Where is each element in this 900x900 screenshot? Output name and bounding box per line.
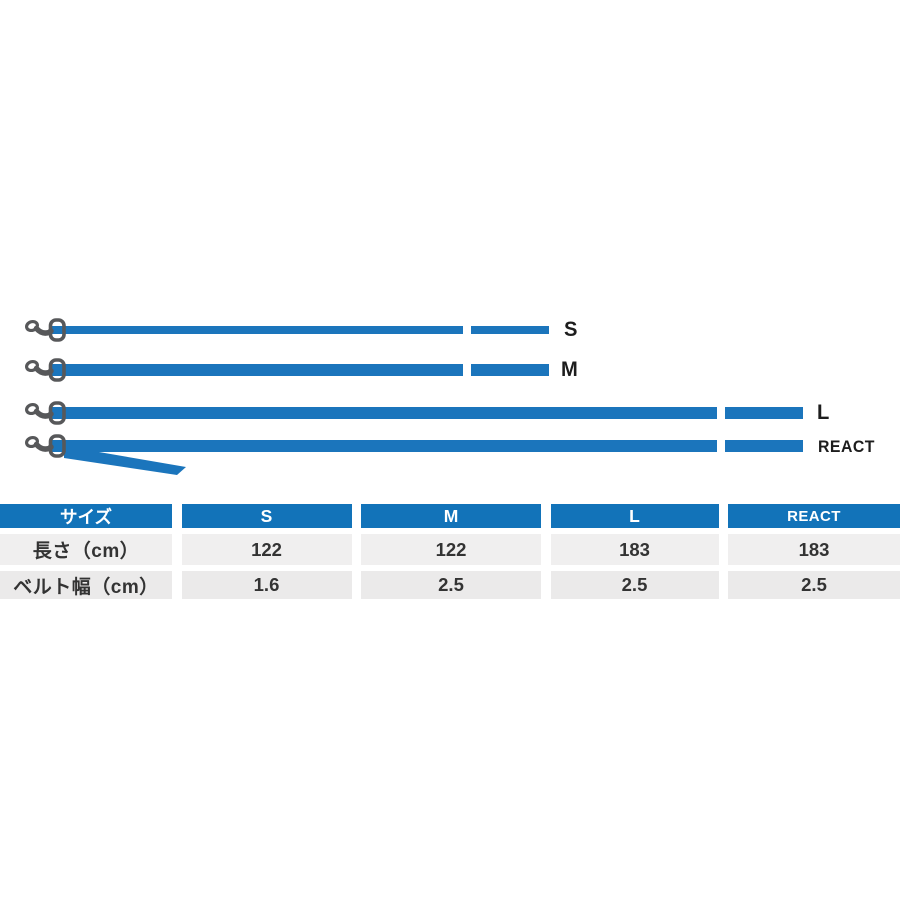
leash-strap-react-end: [725, 440, 803, 452]
belt-width-l: 2.5: [550, 571, 719, 599]
leash-strap-m-end: [471, 364, 549, 376]
bungee-strap-graphic: [64, 446, 186, 475]
length-l: 183: [550, 534, 719, 565]
table-header-m: M: [361, 504, 541, 528]
leash-strap-l-end: [725, 407, 803, 419]
leash-strap-s-end: [471, 326, 549, 334]
leash-label-react: REACT: [818, 438, 875, 456]
length-react: 183: [728, 534, 900, 565]
snap-hook-icon: [25, 434, 66, 458]
table-header-s: S: [181, 504, 352, 528]
leash-strap-m: [52, 364, 463, 376]
belt-width-s: 1.6: [181, 571, 352, 599]
snap-hook-icon: [25, 401, 66, 425]
leash-label-l: L: [817, 401, 830, 424]
length-m: 122: [361, 534, 541, 565]
table-header-l: L: [550, 504, 719, 528]
belt-width-m: 2.5: [361, 571, 541, 599]
leash-strap-react: [52, 440, 717, 452]
leash-label-m: M: [561, 358, 578, 381]
belt-width-react: 2.5: [728, 571, 900, 599]
leash-strap-l: [52, 407, 717, 419]
row-length-label: 長さ（cm）: [0, 534, 172, 565]
size-table: サイズ S M L REACT 長さ（cm） 122 122 183 183 ベ…: [0, 504, 900, 599]
snap-hook-icon: [25, 358, 66, 382]
row-belt-width-label: ベルト幅（cm）: [0, 571, 172, 599]
table-header-size: サイズ: [0, 504, 172, 528]
leash-strap-s: [52, 326, 463, 334]
table-header-react: REACT: [728, 504, 900, 528]
leash-label-s: S: [564, 318, 578, 341]
length-s: 122: [181, 534, 352, 565]
snap-hook-icon: [25, 318, 66, 342]
